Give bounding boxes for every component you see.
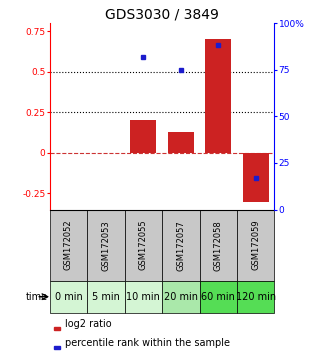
Text: 60 min: 60 min	[201, 292, 235, 302]
Bar	[200, 210, 237, 281]
Text: GSM172052: GSM172052	[64, 220, 73, 270]
Text: 5 min: 5 min	[92, 292, 120, 302]
Bar	[125, 281, 162, 313]
Text: GSM172053: GSM172053	[101, 220, 110, 270]
Bar	[237, 281, 274, 313]
Title: GDS3030 / 3849: GDS3030 / 3849	[105, 8, 219, 22]
Bar	[50, 210, 87, 281]
Bar	[243, 153, 269, 201]
Bar	[200, 281, 237, 313]
Bar	[54, 327, 60, 330]
Bar	[87, 210, 125, 281]
Bar	[130, 120, 156, 153]
Text: 0 min: 0 min	[55, 292, 82, 302]
Text: GSM172058: GSM172058	[214, 220, 223, 270]
Text: 120 min: 120 min	[236, 292, 276, 302]
Bar	[162, 210, 200, 281]
Bar	[237, 210, 274, 281]
Bar	[162, 281, 200, 313]
Bar	[87, 281, 125, 313]
Bar	[205, 39, 231, 153]
Bar	[54, 346, 60, 349]
Bar	[168, 132, 194, 153]
Text: time: time	[25, 292, 48, 302]
Text: percentile rank within the sample: percentile rank within the sample	[65, 338, 230, 348]
Bar	[50, 281, 87, 313]
Text: 10 min: 10 min	[126, 292, 160, 302]
Text: GSM172059: GSM172059	[251, 220, 260, 270]
Bar	[125, 210, 162, 281]
Text: GSM172057: GSM172057	[176, 220, 185, 270]
Text: GSM172055: GSM172055	[139, 220, 148, 270]
Text: log2 ratio: log2 ratio	[65, 319, 112, 329]
Text: 20 min: 20 min	[164, 292, 198, 302]
